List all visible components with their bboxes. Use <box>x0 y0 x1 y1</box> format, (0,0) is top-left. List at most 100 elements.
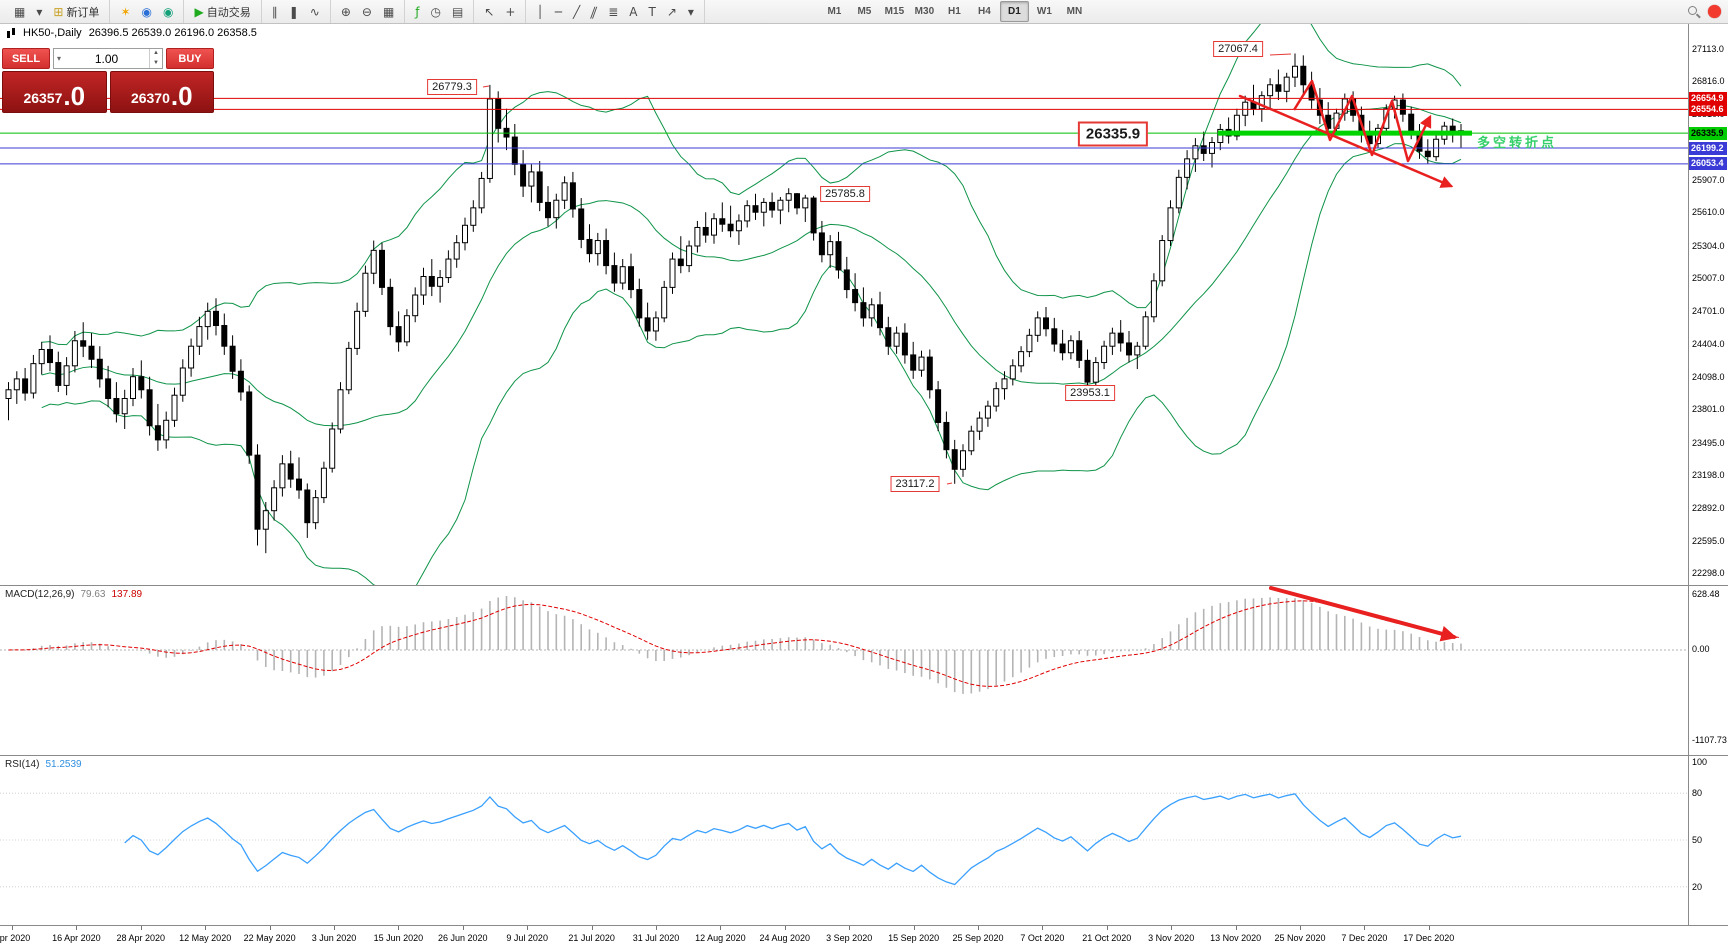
rsi-axis[interactable]: 100 80 50 20 <box>1689 755 1728 925</box>
zoom-in-icon: ⊕ <box>340 4 351 19</box>
rsi-axis-label: 20 <box>1692 881 1703 892</box>
macd-indicator-canvas[interactable] <box>0 585 1689 755</box>
volume-value[interactable]: 1.00 <box>94 51 119 66</box>
zoom-out[interactable]: ⊖ <box>357 1 377 22</box>
new-chart-icon: ▦ <box>14 4 26 19</box>
volume-down-icon[interactable]: ▼ <box>153 59 159 66</box>
sell-button[interactable]: SELL <box>2 48 50 69</box>
tf-m5[interactable]: M5 <box>850 1 879 22</box>
volume-up-icon[interactable]: ▲ <box>153 50 159 56</box>
date-label: Apr 2020 <box>0 933 31 943</box>
label-tool-icon: T <box>648 4 656 19</box>
date-tick <box>591 926 593 930</box>
chart-ohlc-values: 26396.5 26539.0 26196.0 26358.5 <box>88 27 257 39</box>
new-chart[interactable]: ▦ <box>9 1 30 22</box>
zoom-in[interactable]: ⊕ <box>336 1 356 22</box>
bar-chart-mode[interactable]: ∥ <box>267 1 283 22</box>
volume-dropdown-icon[interactable]: ▾ <box>57 54 62 63</box>
help-center[interactable]: ◉ <box>158 1 178 22</box>
cursor[interactable]: ↖ <box>479 1 499 22</box>
bollinger-bands <box>41 24 1462 585</box>
price-axis-label: 26816.0 <box>1692 75 1725 86</box>
search-icon[interactable] <box>1687 5 1701 19</box>
chart-symbol-period: HK50-,Daily <box>23 27 82 39</box>
date-tick <box>462 926 464 930</box>
label-tool[interactable]: T <box>643 1 660 22</box>
macd-down-arrow[interactable] <box>1269 586 1458 642</box>
price-callout-26335.9: 26335.9 <box>1077 121 1149 147</box>
macd-histogram <box>15 596 1462 694</box>
date-label: 21 Jul 2020 <box>568 933 615 943</box>
buy-price-display[interactable]: 26370.0 <box>109 71 214 113</box>
date-tick <box>12 926 13 930</box>
tf-m30[interactable]: M30 <box>910 1 939 22</box>
date-tick <box>76 926 78 930</box>
periods[interactable]: ◷ <box>426 1 446 22</box>
indicators-list[interactable]: ƒ <box>410 1 424 22</box>
text-tool[interactable]: A <box>624 1 642 22</box>
price-chart-canvas[interactable] <box>0 24 1689 585</box>
templates[interactable]: ▤ <box>447 1 468 22</box>
tf-d1[interactable]: D1 <box>999 1 1029 22</box>
chart-dropdown[interactable]: ▾ <box>31 1 47 22</box>
time-axis[interactable]: Apr 2020 16 Apr 2020 28 Apr 2020 12 May 202… <box>0 925 1728 950</box>
macd-signal-line <box>8 600 1462 687</box>
volume-spinner[interactable]: ▲ ▼ <box>149 49 162 68</box>
price-axis-label: 23801.0 <box>1692 404 1725 415</box>
tile-windows[interactable]: ▦ <box>378 1 399 22</box>
downtrend-arrow[interactable] <box>1238 94 1454 188</box>
toolbar-group-cursor-tools: ↖ + <box>474 0 527 23</box>
channel-tool[interactable]: ∥ <box>586 1 602 22</box>
zigzag-annotation[interactable] <box>1292 79 1432 163</box>
crosshair[interactable]: + <box>500 1 520 22</box>
buy-button[interactable]: BUY <box>166 48 214 69</box>
tf-h4[interactable]: H4 <box>970 1 999 22</box>
main-toolbar: ▦ ▾ ⊞ 新订单 ✶ ◉ ◉ ▶ 自动交易 ∥ ❚ ∿ ⊕ ⊖ ▦ ƒ ◷ ▤ ↖ + │ ─ ╱ ∥ ≣ A T ↗ ▾ M1 M5 M1… <box>0 0 1728 24</box>
date-tick <box>140 926 142 930</box>
date-label: 3 Sep 2020 <box>826 933 873 943</box>
bull-bear-turning-point-note: 多空转折点 <box>1477 135 1558 150</box>
arrow-tools[interactable]: ↗ <box>662 1 682 22</box>
notification-badge-icon[interactable] <box>1708 5 1721 18</box>
buy-price-frac: .0 <box>170 81 193 111</box>
line-chart-mode[interactable]: ∿ <box>305 1 325 22</box>
bollinger-lower-band <box>41 143 1462 585</box>
price-axis-label: 22595.0 <box>1692 535 1725 546</box>
price-axis[interactable]: 27113.026816.026510.026213.025907.025610… <box>1689 24 1728 585</box>
tf-m15[interactable]: M15 <box>880 1 909 22</box>
vertical-line-tool-icon: │ <box>536 4 544 19</box>
periods-icon: ◷ <box>430 4 442 19</box>
rsi-indicator-canvas[interactable] <box>0 755 1689 925</box>
user-profile[interactable]: ◉ <box>137 1 157 22</box>
date-tick <box>720 926 722 930</box>
candlestick-mode[interactable]: ❚ <box>284 1 304 22</box>
new-order[interactable]: ⊞ 新订单 <box>48 1 104 22</box>
tf-h1[interactable]: H1 <box>940 1 969 22</box>
date-label: 12 May 2020 <box>179 933 232 943</box>
templates-icon: ▤ <box>452 4 464 19</box>
volume-input[interactable]: ▾ 1.00 ▲ ▼ <box>53 48 163 69</box>
fibonacci-tool[interactable]: ≣ <box>603 1 623 22</box>
macd-signal-value: 137.89 <box>111 589 143 600</box>
tf-w1[interactable]: W1 <box>1030 1 1059 22</box>
tf-h1-label: H1 <box>948 6 961 17</box>
tf-mn[interactable]: MN <box>1060 1 1089 22</box>
arrow-dropdown[interactable]: ▾ <box>683 1 699 22</box>
zoom-out-icon: ⊖ <box>361 4 372 19</box>
horizontal-line-tool[interactable]: ─ <box>550 1 567 22</box>
vertical-line-tool[interactable]: │ <box>531 1 548 22</box>
macd-axis-label: -1107.73 <box>1692 735 1727 745</box>
date-tick <box>527 926 529 930</box>
auto-trading[interactable]: ▶ 自动交易 <box>189 1 255 22</box>
chart-icon <box>7 28 15 38</box>
macd-axis[interactable]: 628.48 0.00 -1107.73 <box>1689 585 1728 755</box>
mql5-community[interactable]: ✶ <box>115 1 135 22</box>
price-axis-label: 23198.0 <box>1692 469 1725 480</box>
toolbar-group-autotrade: ▶ 自动交易 <box>184 0 262 23</box>
trendline-tool[interactable]: ╱ <box>568 1 585 22</box>
sell-price-display[interactable]: 26357.0 <box>2 71 107 113</box>
auto-trading-label: 自动交易 <box>206 6 251 19</box>
toolbar-groups: ▦ ▾ ⊞ 新订单 ✶ ◉ ◉ ▶ 自动交易 ∥ ❚ ∿ ⊕ ⊖ ▦ ƒ ◷ ▤ ↖ + │ ─ ╱ ∥ ≣ A T ↗ ▾ M1 M5 M1… <box>4 0 1094 23</box>
price-callout-23117.2: 23117.2 <box>890 476 940 492</box>
tf-m1[interactable]: M1 <box>820 1 849 22</box>
